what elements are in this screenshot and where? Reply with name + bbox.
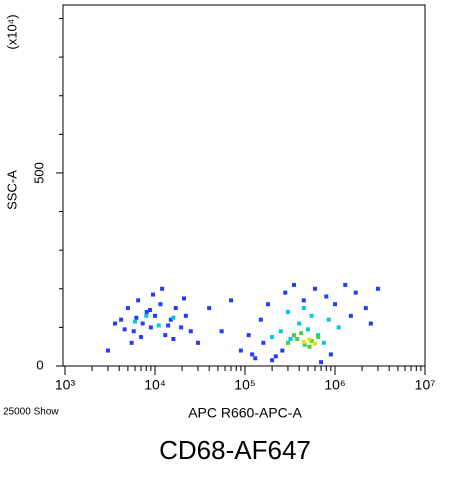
data-point [158, 302, 163, 307]
x-tick-label: 10⁵ [234, 377, 255, 393]
data-point [363, 306, 368, 311]
data-point [139, 335, 144, 340]
data-point [301, 340, 306, 345]
data-point [297, 321, 302, 326]
data-point [301, 298, 306, 303]
data-point [343, 282, 348, 287]
data-point [302, 342, 307, 347]
data-point [295, 336, 300, 341]
data-point [144, 313, 149, 318]
data-point [321, 340, 326, 345]
data-point [270, 358, 275, 363]
data-point [301, 306, 306, 311]
data-point [288, 336, 293, 341]
chart-title: CD68-AF647 [159, 435, 311, 465]
data-point [285, 309, 290, 314]
data-point [278, 329, 283, 334]
data-point [348, 313, 353, 318]
data-point [250, 352, 255, 357]
y-tick-label: 500 [31, 162, 46, 184]
data-point [238, 348, 243, 353]
data-point [313, 286, 318, 291]
data-point [168, 317, 173, 322]
data-point [148, 308, 153, 313]
x-tick-label: 10⁴ [144, 377, 166, 393]
data-point [326, 317, 331, 322]
data-point [150, 292, 155, 297]
y-tick-label: 0 [36, 357, 43, 372]
data-point [163, 333, 168, 338]
data-point [324, 294, 329, 299]
y-multiplier: (x10⁴) [4, 14, 19, 49]
data-point [156, 323, 161, 328]
data-point [179, 325, 184, 330]
data-point [291, 333, 296, 338]
data-point [153, 313, 157, 318]
data-point [129, 340, 134, 345]
data-point [309, 313, 314, 318]
data-point [265, 302, 270, 307]
x-tick-label: 10³ [55, 377, 76, 393]
data-point [291, 282, 296, 287]
data-point [285, 340, 290, 345]
data-point [375, 286, 380, 291]
data-point [283, 290, 288, 295]
data-point [188, 329, 193, 334]
data-point [333, 302, 337, 307]
data-point [336, 325, 341, 330]
data-point [253, 356, 258, 361]
data-point [119, 317, 124, 322]
x-axis-label: APC R660-APC-A [188, 405, 302, 421]
data-point [280, 348, 285, 353]
plot-frame [62, 4, 426, 367]
data-point [144, 309, 149, 314]
data-point [307, 344, 312, 349]
data-point [246, 333, 251, 338]
data-point [305, 327, 310, 332]
data-point [299, 331, 304, 336]
data-point [171, 336, 176, 341]
data-point [122, 327, 127, 332]
data-point [313, 341, 318, 346]
data-point [353, 290, 358, 295]
data-point [261, 340, 266, 345]
data-point [273, 354, 278, 359]
y-axis-label: SSC-A [4, 170, 19, 210]
data-point [229, 298, 234, 303]
data-point [125, 306, 130, 311]
data-point [133, 319, 138, 324]
data-point [113, 321, 118, 326]
x-tick-label: 10⁷ [415, 377, 436, 393]
data-point [309, 338, 314, 343]
data-point [136, 298, 141, 303]
data-point [328, 352, 333, 357]
data-point [183, 313, 188, 318]
x-tick-label: 10⁶ [324, 377, 345, 393]
data-point [140, 321, 145, 326]
data-point [166, 323, 171, 328]
data-point [105, 348, 110, 353]
data-point [316, 335, 321, 340]
data-point [134, 315, 139, 320]
data-point [258, 317, 263, 322]
data-point [160, 286, 165, 291]
data-point [171, 315, 176, 320]
data-point [219, 329, 224, 334]
data-point [319, 360, 324, 365]
data-point [270, 335, 275, 340]
data-point [181, 296, 186, 301]
data-point [368, 321, 373, 326]
data-point [307, 337, 312, 342]
data-point [148, 325, 153, 330]
data-point [207, 306, 212, 311]
event-note: 25000 Show [3, 407, 59, 418]
data-point [131, 329, 136, 334]
data-point [173, 306, 178, 311]
data-point [195, 340, 200, 345]
